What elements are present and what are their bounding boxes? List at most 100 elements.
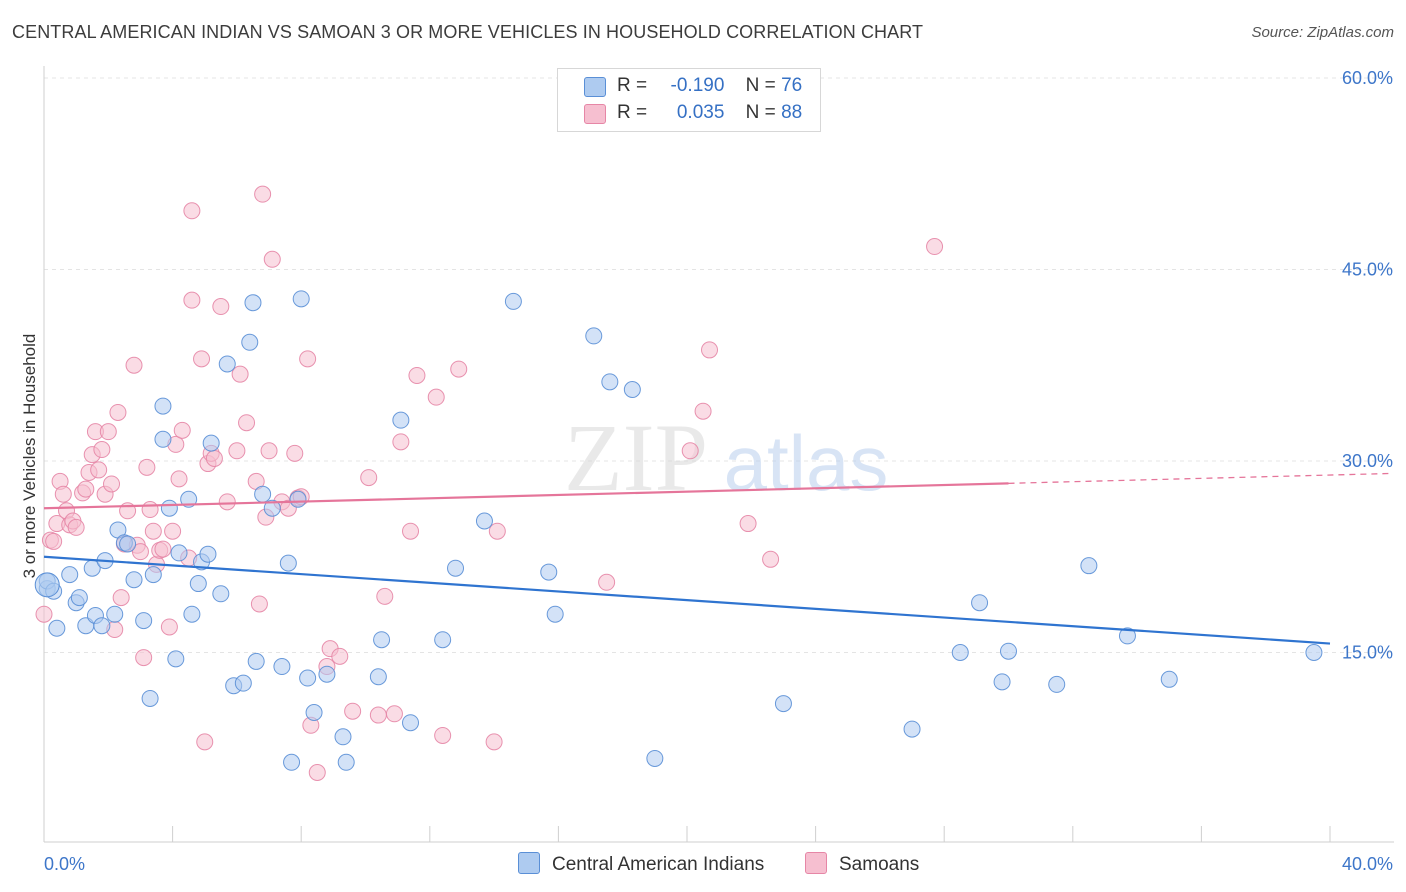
samoan-point [408, 366, 426, 384]
samoan-point [93, 441, 111, 459]
samoan-point [392, 433, 410, 451]
samoan-point [926, 238, 944, 256]
central-american-indian-point [160, 499, 178, 517]
central-american-indian-point [392, 411, 410, 429]
samoan-point [694, 402, 712, 420]
legend-n-label: N = [745, 75, 776, 96]
legend-n-value: 88 [781, 102, 803, 123]
samoan-point [173, 421, 191, 439]
legend-r-value: -0.190 [670, 75, 725, 96]
samoan-point [135, 649, 153, 667]
samoan-point [250, 595, 268, 613]
central-american-indian-point [585, 327, 603, 345]
legend-n-value: 76 [781, 75, 803, 96]
central-american-indian-point [305, 704, 323, 722]
samoan-point [260, 442, 278, 460]
trend-line-samoans [43, 482, 1009, 510]
samoan-point [299, 350, 317, 368]
samoan-point [154, 540, 172, 558]
central-american-indian-point [369, 668, 387, 686]
y-tick-label: 15.0% [1342, 643, 1393, 663]
samoan-point [701, 341, 719, 359]
samoan-point [263, 250, 281, 268]
correlation-legend: R = -0.190 N = 76 R = 0.035 N = 88 [557, 68, 821, 132]
samoan-point [131, 543, 149, 561]
central-american-indian-point [334, 728, 352, 746]
x-tick-label: 40.0% [1342, 854, 1393, 874]
central-american-indian-point [241, 333, 259, 351]
central-american-indian-point [170, 544, 188, 562]
bottom-legend-label: Central American Indians [552, 854, 765, 875]
central-american-indian-point [218, 355, 236, 373]
central-american-indian-point [1305, 644, 1323, 661]
central-american-indian-point [546, 605, 564, 623]
central-american-indian-point [1160, 670, 1178, 688]
samoan-point [331, 647, 349, 665]
samoan-point [450, 360, 468, 378]
samoan-point [344, 702, 362, 720]
trend-lines [43, 472, 1392, 645]
central-american-indian-point [971, 594, 989, 612]
samoan-point [286, 444, 304, 462]
samoan-point [385, 705, 403, 723]
grid-lines [44, 77, 1394, 653]
central-american-indian-point [402, 714, 420, 732]
trend-line-samoans-extension [1008, 472, 1392, 484]
axes [43, 66, 1394, 843]
central-american-indian-point [951, 644, 969, 661]
central-american-indian-point [254, 485, 272, 503]
central-american-indian-point [244, 294, 262, 312]
samoan-point [681, 442, 699, 460]
samoan-point [141, 501, 159, 519]
chart-title: CENTRAL AMERICAN INDIAN VS SAMOAN 3 OR M… [12, 22, 924, 42]
watermark-atlas: atlas [724, 419, 889, 507]
central-american-indian-point [299, 669, 317, 687]
legend-r-label: R = [617, 102, 648, 123]
central-american-indian-point [70, 589, 88, 607]
samoan-point [183, 202, 201, 220]
samoan-point [231, 365, 249, 383]
central-american-indian-point [144, 566, 162, 584]
source-label: Source: ZipAtlas.com [1251, 24, 1394, 41]
central-american-indian-point [279, 554, 297, 572]
central-american-indian-point [646, 749, 664, 767]
samoan-point [762, 550, 780, 568]
central-american-indian-point [318, 665, 336, 683]
central-american-indian-point [154, 430, 172, 448]
samoan-point [138, 458, 156, 476]
samoan-point [54, 485, 72, 503]
samoan-point [164, 522, 182, 540]
central-american-indian-point [1048, 675, 1066, 693]
bottom-legend-label: Samoans [839, 854, 920, 875]
central-american-indian-point [141, 689, 159, 707]
bottom-legend-central-american-indians: Central American Indians [518, 852, 764, 876]
samoan-point [598, 573, 616, 591]
samoan-point [308, 764, 326, 782]
samoan-point [125, 356, 143, 374]
samoan-point [360, 469, 378, 487]
central-american-indian-point [167, 650, 185, 668]
central-american-indian-point [48, 619, 66, 637]
central-american-indian-point [540, 563, 558, 581]
central-american-indian-point [106, 605, 124, 623]
central-american-indian-point [289, 490, 307, 508]
legend-r-value: 0.035 [676, 102, 725, 123]
samoan-point [109, 403, 127, 421]
central-american-indian-point [273, 658, 291, 676]
samoan-point [228, 442, 246, 460]
samoan-point [218, 493, 236, 511]
central-american-indian-point [1000, 642, 1017, 660]
central-american-indian-point [199, 545, 217, 563]
samoan-point [212, 298, 230, 316]
trend-line-central-american-indians [43, 555, 1331, 645]
samoan-point [238, 414, 256, 432]
samoan-point [427, 388, 445, 406]
central-american-indian-points [34, 290, 1323, 771]
samoan-point [144, 522, 162, 540]
samoan-point [193, 350, 211, 368]
central-american-indian-point [183, 605, 201, 623]
central-american-indian-point [337, 753, 355, 771]
legend-r-label: R = [617, 75, 648, 96]
central-american-indian-point [263, 499, 281, 517]
x-tick-label: 0.0% [44, 854, 85, 874]
